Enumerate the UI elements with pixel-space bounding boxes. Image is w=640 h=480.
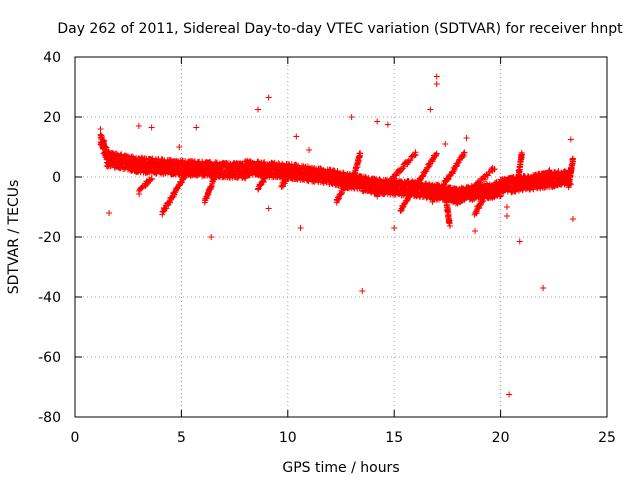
y-tick-label: 40	[43, 50, 61, 66]
chart-title: Day 262 of 2011, Sidereal Day-to-day VTE…	[57, 21, 623, 37]
data-point	[103, 144, 110, 151]
y-tick-label: -60	[38, 350, 61, 366]
x-axis-label: GPS time / hours	[282, 460, 399, 476]
grid-lines	[75, 57, 607, 417]
y-tick-label: -80	[38, 410, 61, 426]
x-tick-label: 0	[71, 430, 80, 446]
data-point	[98, 132, 105, 139]
data-point	[129, 153, 136, 160]
y-tick-label: 20	[43, 110, 61, 126]
x-tick-label: 25	[598, 430, 616, 446]
y-tick-label: -20	[38, 230, 61, 246]
y-axis-label: SDTVAR / TECUs	[6, 180, 22, 295]
data-point	[149, 155, 156, 162]
data-point	[102, 144, 109, 151]
data-points	[97, 73, 576, 398]
y-tick-label: -40	[38, 290, 61, 306]
x-tick-label: 5	[177, 430, 186, 446]
data-point	[102, 143, 109, 150]
data-point	[205, 159, 212, 166]
x-tick-label: 10	[279, 430, 297, 446]
x-tick-label: 20	[492, 430, 510, 446]
y-tick-label: 0	[52, 170, 61, 186]
x-tick-label: 15	[385, 430, 403, 446]
data-point	[101, 140, 108, 147]
